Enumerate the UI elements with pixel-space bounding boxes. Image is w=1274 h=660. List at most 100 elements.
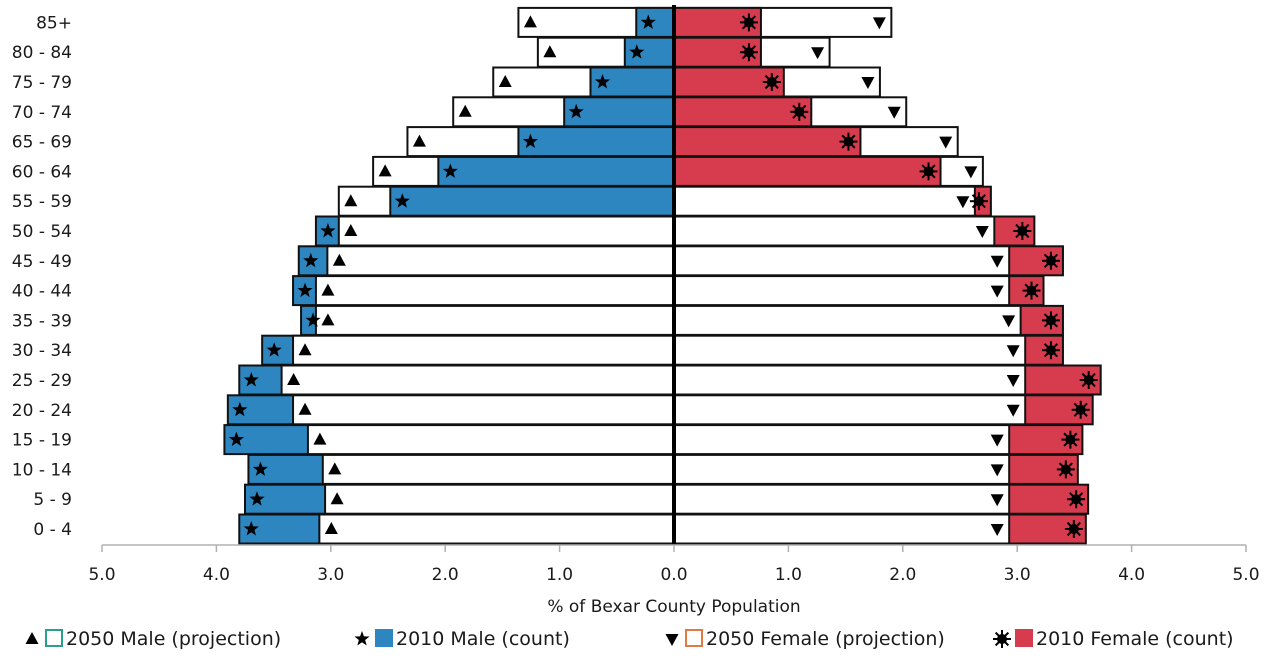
- female-bar: [673, 215, 996, 247]
- legend-item: 2010 Female (count): [993, 628, 1234, 650]
- star-marker: [297, 282, 313, 298]
- triangle-up-marker: [458, 104, 472, 117]
- star-marker: [249, 491, 265, 506]
- male-2010-point: [305, 312, 321, 327]
- age-group-label: 35 - 39: [12, 311, 72, 331]
- male-2050-point: [321, 283, 335, 296]
- male-bar: [314, 275, 675, 307]
- triangle-down-marker: [990, 285, 1004, 298]
- male-2010-point: [303, 252, 319, 268]
- male-2010-point: [640, 14, 656, 29]
- category-axis: 0 - 4 5 - 9 10 - 14 15 - 19 20 - 24 25 - 29 30…: [12, 13, 72, 540]
- female-bar: [673, 364, 1027, 396]
- star-marker: [394, 193, 410, 208]
- legend-swatch: [45, 629, 63, 647]
- male-bar: [292, 334, 675, 366]
- male-bar: [318, 513, 675, 545]
- x-axis: 5.0 4.0 3.0 2.0 1.0 0.0 1.0 2.0 3.0 4.0 5.0: [88, 544, 1260, 585]
- male-2050-point: [321, 313, 335, 326]
- x-tick-label: 3.0: [1004, 565, 1031, 585]
- female-2050-point: [861, 77, 875, 89]
- star-marker: [243, 521, 259, 536]
- markers-layer: [228, 13, 1098, 538]
- x-tick-label: 4.0: [1118, 565, 1145, 585]
- triangle-down-marker: [975, 226, 989, 238]
- age-group-label: 5 - 9: [33, 490, 72, 510]
- female-bar: [673, 453, 1011, 485]
- legend-label: 2050 Female (projection): [706, 628, 945, 650]
- x-tick-label: 2.0: [889, 565, 916, 585]
- male-2050-point: [498, 75, 512, 87]
- age-group-label: 15 - 19: [12, 431, 72, 451]
- male-2050-point: [378, 164, 392, 177]
- male-bar: [623, 36, 675, 68]
- star-marker: [303, 252, 319, 268]
- legend-marker: [993, 630, 1011, 648]
- male-2050-point: [330, 492, 344, 505]
- age-group-label: 85+: [36, 13, 72, 33]
- x-tick-label: 1.0: [775, 565, 802, 585]
- star-marker: [568, 103, 584, 119]
- male-2050-point: [328, 462, 342, 475]
- sunburst-core: [1065, 434, 1076, 445]
- age-group-label: 0 - 4: [33, 520, 72, 540]
- sunburst-core: [743, 17, 754, 28]
- female-2010-point: [1064, 520, 1083, 538]
- male-2050-point: [324, 522, 338, 534]
- female-2050-point: [811, 47, 825, 60]
- legend: 2050 Male (projection) 2010 Male (count) 2…: [25, 628, 1234, 650]
- male-2010-point: [243, 521, 259, 536]
- triangle-down-marker: [1006, 404, 1020, 417]
- triangle-up-marker: [332, 253, 346, 266]
- female-bar: [673, 155, 942, 187]
- female-2050-point: [956, 196, 970, 209]
- legend-swatch: [685, 629, 703, 647]
- male-bar: [280, 364, 675, 396]
- sunburst-core: [743, 47, 754, 58]
- male-bar: [389, 185, 675, 217]
- triangle-up-marker: [298, 402, 312, 415]
- age-group-label: 75 - 79: [12, 73, 72, 93]
- bars-layer: [223, 5, 1102, 545]
- sunburst-core: [1045, 345, 1056, 356]
- triangle-up-marker: [378, 164, 392, 177]
- star-marker: [629, 44, 645, 59]
- triangle-up-marker: [25, 632, 39, 644]
- legend-swatch: [375, 629, 393, 647]
- female-2050-point: [1006, 404, 1020, 417]
- triangle-up-marker: [412, 134, 426, 147]
- sunburst-core: [1017, 226, 1028, 236]
- male-2050-point: [344, 224, 358, 236]
- triangle-up-marker: [313, 432, 327, 445]
- male-2010-point: [252, 461, 269, 476]
- male-2050-point: [287, 373, 301, 385]
- female-bar: [673, 424, 1011, 456]
- female-2010-point: [1061, 430, 1080, 449]
- triangle-down-marker: [887, 106, 901, 119]
- female-bar: [673, 334, 1027, 366]
- male-2010-point: [442, 163, 458, 178]
- female-2010-point: [919, 162, 938, 181]
- female-2010-point: [1056, 460, 1075, 479]
- male-2010-point: [228, 431, 245, 447]
- triangle-up-marker: [321, 313, 335, 326]
- age-group-label: 25 - 29: [12, 371, 72, 391]
- sunburst-core: [1083, 375, 1094, 385]
- male-2010-point: [522, 133, 539, 149]
- age-group-label: 30 - 34: [12, 341, 72, 361]
- female-2010-point: [839, 132, 858, 151]
- legend-label: 2010 Male (count): [396, 628, 570, 650]
- star-marker: [305, 312, 321, 327]
- male-2050-point: [543, 45, 557, 58]
- female-2010-point: [1041, 341, 1060, 360]
- female-2010-point: [762, 72, 781, 92]
- male-bar: [437, 155, 675, 187]
- star-marker: [442, 163, 458, 178]
- male-2050-point: [298, 343, 312, 356]
- male-2050-point: [332, 253, 346, 266]
- female-bar: [673, 245, 1011, 277]
- triangle-up-marker: [324, 522, 338, 534]
- triangle-up-marker: [330, 492, 344, 505]
- triangle-down-marker: [665, 634, 679, 646]
- x-tick-label: 2.0: [432, 565, 459, 585]
